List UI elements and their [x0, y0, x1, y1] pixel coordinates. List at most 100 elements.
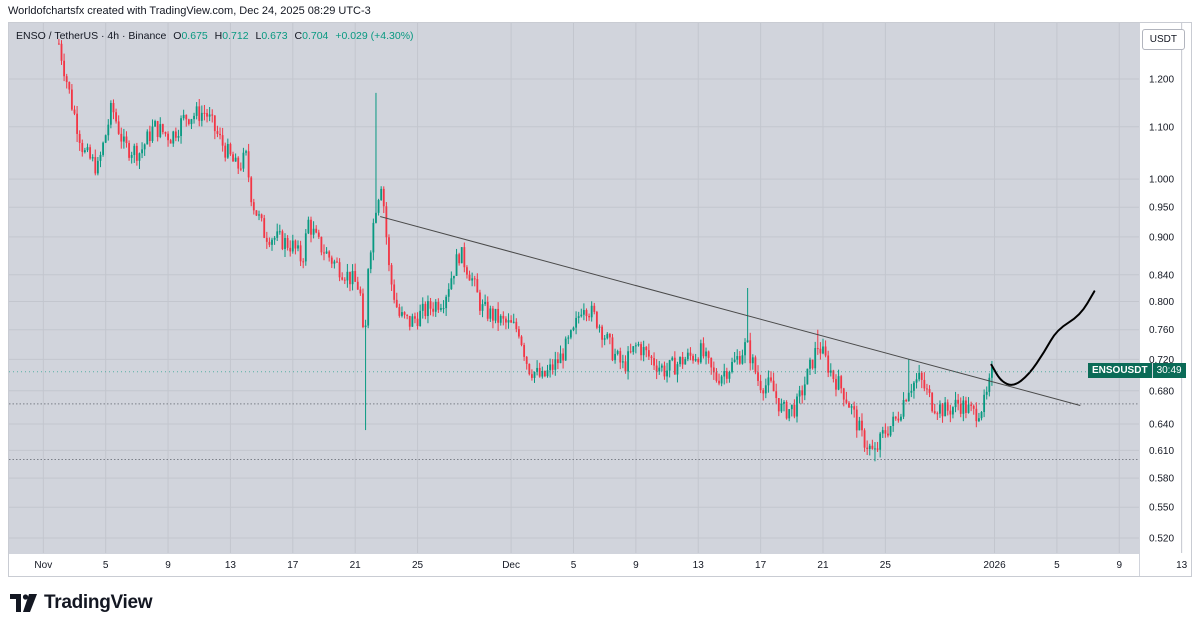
chart-frame[interactable]: 1.200 1.100 1.000 0.950 0.900 0.840 0.800 0.760…	[8, 22, 1192, 577]
candle-body	[559, 353, 562, 364]
candle-body	[73, 109, 76, 114]
candle-body	[515, 321, 518, 330]
candle-body	[167, 133, 169, 141]
candle-body	[421, 303, 424, 311]
candle-body	[845, 399, 848, 403]
candle-body	[325, 251, 328, 254]
candle-body	[874, 448, 876, 450]
candle-body	[975, 408, 978, 422]
candle-body	[627, 351, 629, 372]
candle-body	[699, 343, 702, 363]
candle-body	[577, 316, 580, 318]
candle-body	[819, 348, 822, 354]
candle-body	[369, 252, 372, 270]
candle-body	[556, 359, 559, 364]
candle-body	[827, 355, 830, 373]
candle-body	[507, 320, 510, 323]
time-tick-label: 13	[225, 560, 237, 571]
candle-body	[107, 124, 110, 136]
price-tick-label: 1.100	[1149, 122, 1174, 133]
candle-body	[965, 400, 967, 413]
candle-body	[642, 347, 645, 356]
candle-body	[619, 351, 622, 363]
candle-body	[660, 365, 663, 368]
price-tick-label: 1.200	[1149, 75, 1174, 86]
candle-body	[83, 150, 86, 153]
candle-body	[484, 301, 487, 305]
candle-body	[245, 151, 247, 153]
candle-body	[351, 271, 354, 285]
candle-body	[666, 370, 668, 377]
price-axis-panel	[1139, 23, 1191, 576]
candle-body	[863, 430, 866, 448]
candle-body	[174, 131, 177, 138]
candle-body	[429, 301, 432, 309]
candle-body	[736, 356, 739, 360]
candle-body	[673, 357, 676, 375]
symbol-label: ENSO / TetherUS · 4h · Binance	[16, 30, 167, 42]
currency-button[interactable]: USDT	[1141, 29, 1185, 50]
candle-body	[403, 312, 406, 315]
candle-body	[780, 403, 783, 412]
candle-body	[203, 112, 206, 114]
candle-body	[63, 60, 66, 77]
candle-body	[855, 409, 858, 431]
candle-body	[694, 359, 697, 361]
candle-body	[486, 301, 489, 319]
candle-body	[237, 157, 240, 169]
candle-body	[933, 411, 936, 414]
candle-body	[757, 372, 759, 381]
candle-body	[255, 210, 258, 216]
candle-body	[198, 106, 201, 121]
candle-body	[286, 237, 289, 248]
candle-body	[588, 316, 590, 318]
price-chart[interactable]: 1.200 1.100 1.000 0.950 0.900 0.840 0.800 0.760…	[9, 23, 1191, 576]
candle-body	[466, 267, 468, 275]
candle-body	[94, 157, 97, 174]
close-value: 0.704	[302, 30, 329, 42]
candle-body	[468, 274, 471, 281]
candle-body	[86, 147, 89, 151]
tradingview-logo[interactable]: TradingView	[10, 592, 153, 614]
candle-body	[512, 321, 515, 323]
time-tick-label: 9	[633, 560, 639, 571]
candle-body	[76, 113, 79, 134]
candle-body	[442, 308, 445, 310]
candle-body	[219, 133, 221, 136]
candle-body	[520, 336, 523, 346]
candle-body	[434, 301, 437, 312]
candle-body	[798, 390, 801, 397]
price-tick-label: 0.520	[1149, 534, 1174, 545]
candle-body	[232, 154, 234, 162]
candle-body	[406, 314, 409, 316]
candle-body	[78, 133, 81, 143]
candle-body	[598, 326, 601, 328]
candle-body	[304, 233, 307, 262]
candle-body	[530, 374, 533, 378]
candle-body	[172, 131, 175, 144]
price-tick-label: 0.680	[1149, 386, 1174, 397]
candle-body	[777, 398, 780, 412]
candle-body	[718, 380, 720, 384]
time-tick-label: 5	[103, 560, 109, 571]
candle-body	[710, 357, 713, 368]
candle-body	[265, 237, 268, 242]
candle-body	[723, 371, 726, 377]
candle-body	[112, 103, 115, 113]
price-tick-label: 0.640	[1149, 420, 1174, 431]
candle-body	[273, 237, 276, 240]
candle-body	[645, 347, 648, 351]
candle-body	[608, 333, 611, 338]
candle-body	[538, 367, 541, 377]
candle-body	[871, 445, 874, 449]
candle-body	[853, 406, 856, 410]
candle-body	[634, 345, 637, 347]
candle-body	[725, 371, 728, 379]
candle-body	[653, 358, 655, 366]
candle-body	[416, 318, 419, 327]
candle-body	[985, 391, 988, 395]
candle-body	[897, 418, 900, 421]
candle-body	[686, 352, 689, 360]
candle-body	[866, 447, 869, 450]
candle-body	[146, 131, 149, 145]
